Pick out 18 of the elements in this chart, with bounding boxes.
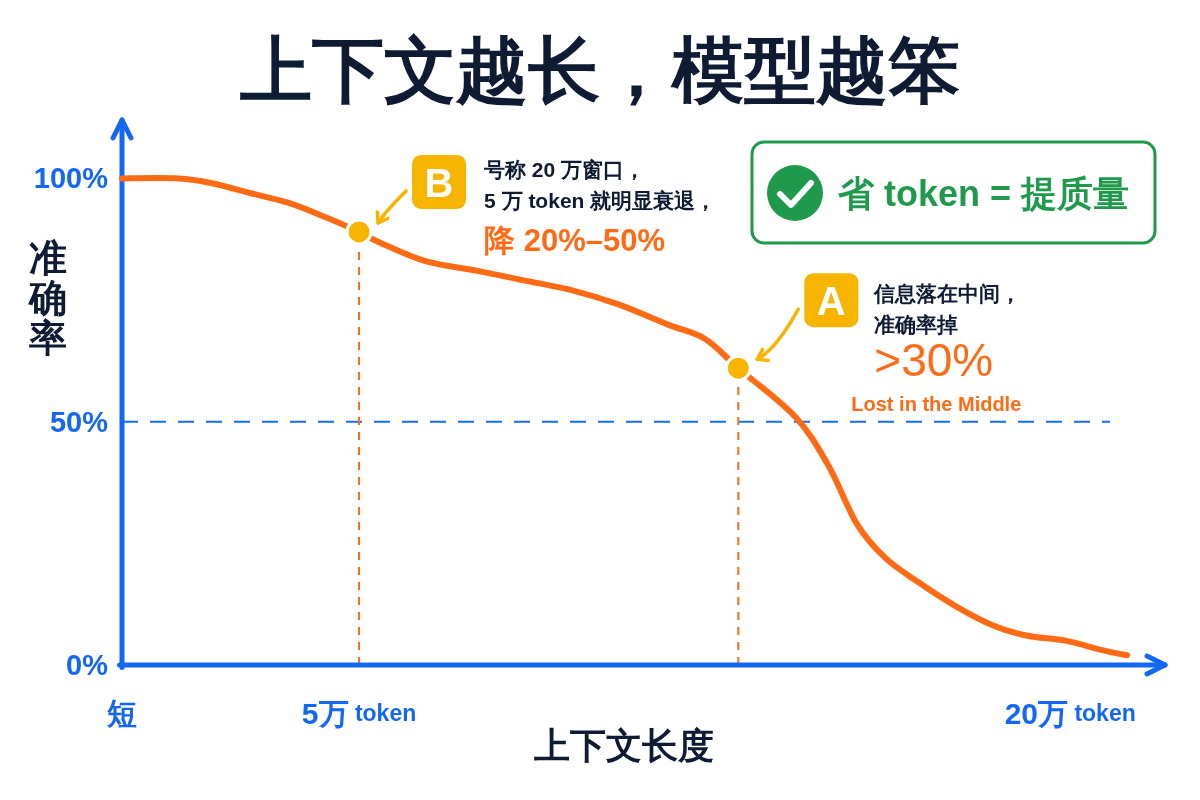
annotation: B — [424, 160, 454, 205]
annotation: 5 万 token 就明显衰退， — [484, 189, 717, 213]
annotation: 信息落在中间， — [873, 281, 1022, 305]
annotation: 省 token = 提质量 — [837, 172, 1130, 214]
x-tick-label: 20万 token — [1004, 696, 1136, 730]
x-axis-title: 上下文长度 — [533, 724, 714, 766]
y-tick-label: 0% — [66, 649, 109, 681]
annotation: 准确率掉 — [874, 312, 959, 336]
annotation: 号称 20 万窗口， — [483, 158, 646, 182]
annotation: 降 20%–50% — [484, 223, 665, 259]
x-tick-label: 短 — [106, 696, 137, 730]
x-tick-label: 5万 token — [301, 696, 417, 730]
annotation: Lost in the Middle — [851, 393, 1022, 416]
y-tick-label: 50% — [49, 405, 109, 438]
y-tick-label: 100% — [33, 162, 109, 195]
chart-title: 上下文越长，模型越笨 — [240, 30, 960, 110]
annotation: A — [816, 279, 846, 324]
y-axis-title: 准确率 — [27, 236, 67, 359]
